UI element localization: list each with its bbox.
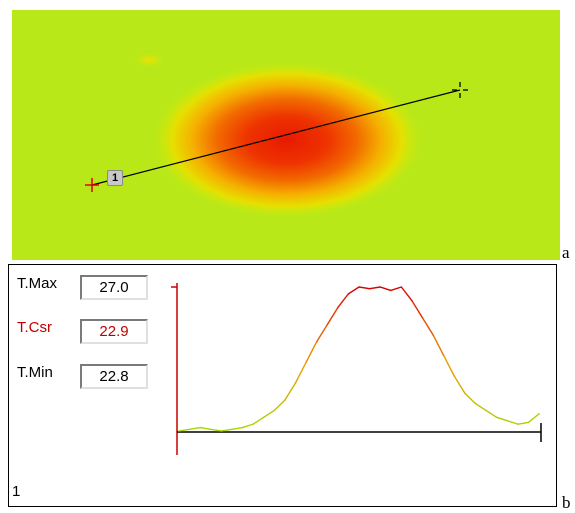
profile-point: [188, 428, 191, 431]
profile-segment: [443, 355, 455, 377]
profile-segment: [507, 420, 519, 425]
hot-spot: [152, 62, 422, 218]
thermal-image-canvas: [12, 10, 560, 260]
profile-segment: [221, 428, 233, 432]
profile-point: [442, 354, 445, 357]
profile-segment: [294, 362, 307, 384]
tmax-field: 27.0: [80, 275, 148, 300]
profile-segment: [242, 423, 254, 429]
profile-segment: [475, 402, 487, 412]
profile-point: [474, 402, 477, 405]
profile-point: [199, 426, 201, 429]
tmin-field: 22.8: [80, 364, 148, 389]
tmax-label: T.Max: [17, 275, 58, 292]
profile-segment: [369, 286, 381, 290]
profile-segment: [379, 286, 391, 292]
profile-point: [527, 421, 530, 424]
profile-segment: [464, 392, 476, 405]
warm-blob: [133, 52, 165, 68]
profile-point: [305, 361, 307, 364]
profile-line[interactable]: [91, 89, 461, 186]
profile-point: [273, 409, 276, 412]
profile-segment: [348, 286, 360, 295]
profile-point: [294, 382, 297, 384]
thermal-image: 1: [12, 10, 560, 260]
page-number: 1: [12, 483, 21, 500]
marker-label: 1: [107, 170, 123, 186]
profile-point: [453, 375, 456, 377]
tcsr-label: T.Csr: [17, 319, 52, 336]
profile-segment: [252, 416, 265, 425]
profile-point: [506, 419, 509, 422]
profile-segment: [527, 413, 540, 423]
profile-point: [389, 289, 392, 292]
profile-point: [464, 392, 466, 395]
profile-point: [485, 409, 487, 412]
profile-segment: [231, 426, 243, 430]
profile-point: [252, 423, 254, 425]
profile-segment: [316, 324, 328, 343]
profile-point: [368, 287, 371, 290]
profile-segment: [485, 409, 498, 418]
profile-point: [326, 323, 329, 326]
profile-point: [432, 334, 434, 336]
profile-segment: [200, 426, 211, 430]
profile-segment: [517, 421, 529, 425]
profile-segment: [284, 382, 297, 401]
profile-point: [347, 293, 350, 295]
profile-point: [284, 399, 286, 401]
profile-series: [178, 286, 540, 432]
tmin-label: T.Min: [17, 364, 53, 381]
start-cursor-icon[interactable]: [85, 178, 99, 192]
profile-segment: [400, 286, 413, 302]
profile-point: [209, 428, 212, 431]
profile-point: [358, 286, 360, 288]
profile-point: [421, 317, 424, 319]
profile-point: [241, 426, 244, 429]
profile-segment: [326, 307, 339, 326]
profile-point: [495, 416, 498, 419]
profile-segment: [189, 426, 201, 430]
profile-point: [517, 423, 519, 425]
profile-segment: [390, 286, 402, 292]
profile-point: [411, 299, 413, 302]
profile-segment: [411, 300, 424, 319]
profile-point: [178, 430, 180, 432]
profile-point: [379, 286, 381, 288]
profile-segment: [305, 341, 318, 363]
profile-segment: [358, 286, 370, 290]
profile-point: [538, 413, 540, 415]
profile-segment: [178, 428, 190, 432]
profile-point: [262, 416, 265, 419]
profile-point: [315, 341, 318, 343]
profile-segment: [453, 375, 466, 394]
profile-segment: [337, 293, 349, 308]
panel-label-a: a: [562, 243, 570, 262]
tcsr-field: 22.9: [80, 319, 148, 344]
profile-chart: [171, 283, 542, 455]
profile-point: [220, 430, 223, 432]
profile-panel: T.Max 27.0 T.Csr 22.9 T.Min 22.8 1: [8, 264, 557, 507]
profile-point: [337, 306, 339, 309]
profile-segment: [421, 317, 434, 336]
panel-label-b: b: [562, 493, 571, 512]
profile-segment: [496, 416, 508, 422]
end-cursor-icon[interactable]: [452, 82, 468, 98]
profile-segment: [432, 334, 445, 356]
profile-point: [400, 286, 403, 288]
profile-segment: [210, 428, 222, 432]
profile-segment: [273, 399, 286, 411]
profile-segment: [263, 409, 275, 418]
profile-point: [231, 428, 233, 431]
